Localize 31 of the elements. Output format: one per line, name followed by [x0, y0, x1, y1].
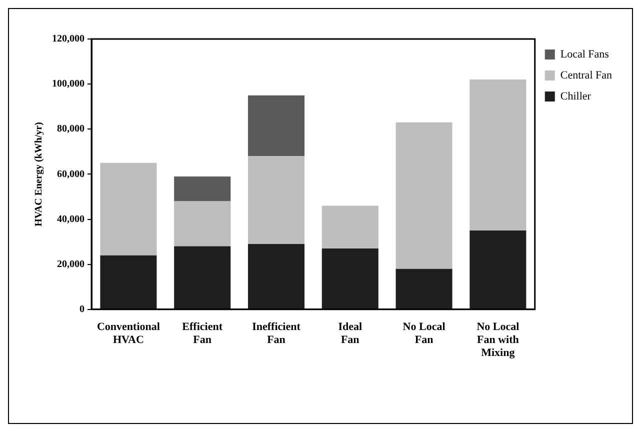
y-tick-label: 40,000: [57, 214, 84, 225]
bar: [248, 156, 305, 244]
x-tick-label: Efficient Fan: [182, 320, 223, 346]
bar: [174, 201, 231, 246]
legend-label: Chiller: [560, 90, 592, 102]
x-tick-label: No Local Fan: [402, 320, 446, 346]
bar: [248, 244, 305, 309]
bar: [100, 162, 157, 256]
bar: [396, 122, 452, 269]
bar: [322, 206, 378, 249]
bar: [322, 248, 378, 309]
bar: [174, 176, 231, 202]
y-tick-label: 0: [80, 304, 84, 315]
x-tick-label: Conventional HVAC: [96, 320, 160, 346]
y-tick-label: 80,000: [57, 124, 84, 135]
bar: [100, 255, 157, 309]
bar: [470, 230, 526, 309]
x-tick-label: Inefficient Fan: [252, 320, 301, 346]
y-tick-label: 60,000: [57, 168, 84, 180]
y-tick-label: 100,000: [52, 78, 84, 90]
bar: [174, 246, 231, 309]
bar: [396, 268, 452, 309]
legend-label: Local Fans: [560, 48, 609, 60]
x-tick-label: Ideal Fan: [338, 320, 362, 346]
y-tick-label: 20,000: [57, 258, 84, 270]
bar: [470, 80, 526, 231]
x-tick-label: No Local Fan with Mixing: [476, 320, 520, 360]
legend-label: Central Fan: [560, 69, 612, 82]
y-axis-title: HVAC Energy (kWh/yr): [34, 122, 45, 226]
y-tick-label: 120,000: [52, 34, 84, 45]
bar: [248, 95, 305, 156]
